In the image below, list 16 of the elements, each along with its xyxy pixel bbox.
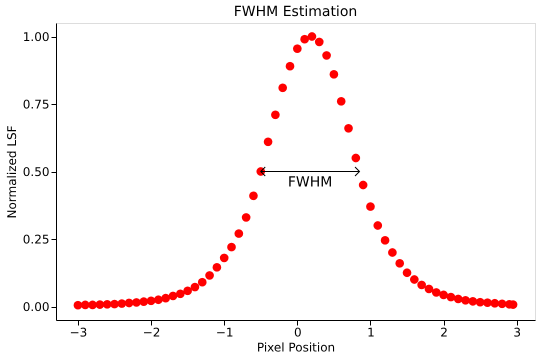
y-tick-label: 0.75 <box>22 98 50 112</box>
y-tick-label: 0.50 <box>22 165 50 179</box>
x-tick-label: 1 <box>367 326 375 340</box>
annotation: FWHM <box>288 174 332 190</box>
x-tick-label: −1 <box>216 326 234 340</box>
y-tick-label: 0.25 <box>22 232 50 246</box>
x-axis-title: Pixel Position <box>256 340 336 354</box>
x-tick-label: 3 <box>513 326 522 340</box>
x-tick-label: −3 <box>70 326 88 340</box>
y-axis-title: Normalized LSF <box>4 125 19 219</box>
y-tick-label: 0.00 <box>22 300 50 314</box>
x-tick-label: −2 <box>142 326 160 340</box>
x-tick-label: 2 <box>440 326 448 340</box>
chart-title: FWHM Estimation <box>234 4 358 20</box>
x-tick-label: 0 <box>294 326 302 340</box>
y-tick-label: 1.00 <box>22 30 50 44</box>
